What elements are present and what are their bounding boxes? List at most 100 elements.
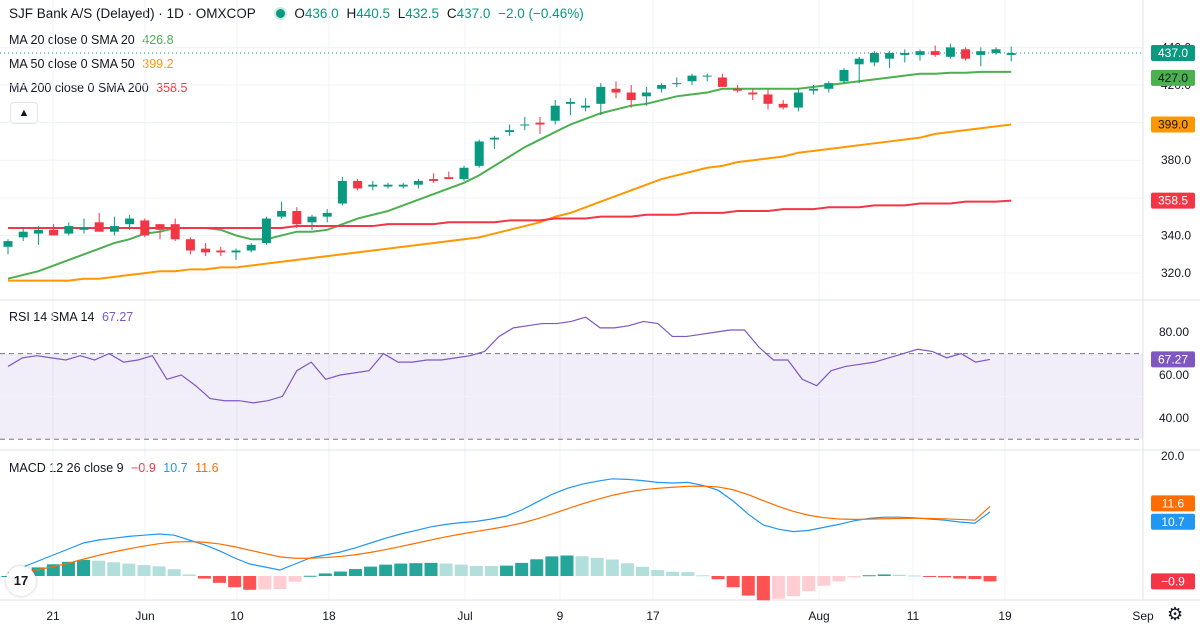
chevron-up-icon: ▲ bbox=[18, 107, 30, 119]
candle-body bbox=[231, 250, 241, 253]
rsi-legend[interactable]: RSI 14 SMA 14 67.27 bbox=[9, 310, 134, 324]
rsi-badge-label: 67.27 bbox=[1158, 352, 1188, 366]
price-badge-label: 399.0 bbox=[1158, 118, 1188, 132]
candle-body bbox=[459, 167, 469, 180]
macd-histogram-bar bbox=[46, 564, 60, 576]
candle-body bbox=[79, 227, 89, 230]
x-tick-label: 17 bbox=[646, 609, 660, 623]
ma200-value: 358.5 bbox=[156, 81, 188, 95]
price-badge-label: 427.0 bbox=[1158, 71, 1188, 85]
change-value: −2.0 (−0.46%) bbox=[498, 6, 584, 21]
macd-signal-line bbox=[7, 485, 991, 574]
candle-body bbox=[991, 49, 1001, 54]
symbol-title[interactable]: SJF Bank A/S (Delayed) · 1D · OMXCOP bbox=[9, 6, 256, 21]
candle-body bbox=[854, 58, 864, 65]
macd-histogram-bar bbox=[424, 562, 438, 576]
macd-histogram-bar bbox=[364, 566, 378, 576]
ma20-line bbox=[7, 70, 1012, 280]
candle-body bbox=[125, 218, 135, 225]
macd-histogram-bar bbox=[288, 576, 302, 582]
macd-histogram-bar bbox=[787, 576, 801, 597]
macd-histogram-bar bbox=[515, 562, 529, 576]
candle-body bbox=[565, 101, 575, 104]
macd-legend[interactable]: MACD 12 26 close 9 −0.9 10.7 11.6 bbox=[9, 461, 219, 475]
macd-histogram-bar bbox=[92, 560, 106, 576]
candle-body bbox=[140, 220, 150, 236]
price-tick-label: 320.0 bbox=[1161, 266, 1191, 280]
macd-histogram-bar bbox=[228, 576, 242, 588]
candle-body bbox=[292, 211, 302, 225]
macd-histogram-bar bbox=[137, 565, 151, 576]
price-badge bbox=[1151, 45, 1195, 62]
candle-body bbox=[930, 51, 940, 55]
candle-body bbox=[413, 180, 423, 185]
x-tick-label: Jun bbox=[135, 609, 154, 623]
ma50-line bbox=[8, 123, 1012, 282]
ma200-legend[interactable]: MA 200 close 0 SMA 200 358.5 bbox=[9, 81, 188, 95]
macd-histogram-bar bbox=[454, 564, 468, 576]
candle-body bbox=[368, 184, 378, 187]
market-status-icon bbox=[273, 6, 287, 20]
ma50-legend[interactable]: MA 50 close 0 SMA 50 399.2 bbox=[9, 57, 174, 71]
macd-histogram-bar bbox=[651, 570, 665, 576]
macd-histogram-bar bbox=[107, 562, 121, 576]
macd-value: 10.7 bbox=[163, 461, 188, 475]
candle-body bbox=[170, 224, 180, 240]
macd-histogram-bar bbox=[409, 563, 423, 576]
candle-body bbox=[824, 83, 834, 89]
macd-histogram-bar bbox=[681, 572, 695, 576]
macd-histogram-bar bbox=[77, 559, 91, 576]
macd-hist-value: −0.9 bbox=[131, 461, 156, 475]
macd-histogram-bar bbox=[968, 576, 982, 579]
tradingview-logo[interactable]: 17 bbox=[6, 566, 36, 596]
macd-histogram-bar bbox=[726, 576, 740, 588]
candle-body bbox=[520, 124, 530, 126]
rsi-tick-label: 40.00 bbox=[1159, 411, 1189, 425]
candle-body bbox=[596, 86, 606, 104]
candle-body bbox=[641, 92, 651, 97]
candle-body bbox=[900, 53, 910, 55]
macd-histogram-bar bbox=[394, 563, 408, 576]
candle-body bbox=[581, 105, 591, 108]
price-badge bbox=[1151, 116, 1195, 133]
candle-body bbox=[839, 69, 849, 82]
macd-histogram-bar bbox=[892, 574, 906, 576]
candle-body bbox=[185, 239, 195, 251]
macd-histogram-bar bbox=[469, 565, 483, 576]
macd-badge-label: 11.6 bbox=[1162, 496, 1185, 510]
ma200-line bbox=[8, 199, 1012, 229]
candle-body bbox=[201, 248, 211, 253]
macd-histogram-bar bbox=[530, 559, 544, 576]
candle-body bbox=[626, 92, 636, 101]
candle-body bbox=[261, 218, 271, 243]
macd-histogram-bar bbox=[500, 565, 514, 576]
macd-histogram-bar bbox=[983, 576, 997, 582]
macd-histogram-bar bbox=[590, 557, 604, 576]
macd-histogram-bar bbox=[711, 576, 725, 580]
candle-body bbox=[611, 88, 621, 93]
ma20-legend[interactable]: MA 20 close 0 SMA 20 426.8 bbox=[9, 33, 174, 47]
x-tick-label: Sep bbox=[1132, 609, 1154, 623]
macd-tick-label: 20.0 bbox=[1161, 449, 1185, 463]
macd-histogram-bar bbox=[696, 575, 710, 577]
gear-icon[interactable]: ⚙ bbox=[1167, 604, 1184, 624]
collapse-legend-button[interactable]: ▲ bbox=[10, 102, 38, 124]
macd-histogram-bar bbox=[802, 576, 816, 592]
candle-body bbox=[489, 137, 499, 140]
candle-body bbox=[869, 53, 879, 63]
macd-histogram-bar bbox=[243, 576, 257, 590]
candle-body bbox=[322, 212, 332, 217]
macd-signal-value: 11.6 bbox=[195, 461, 219, 475]
price-badge-label: 358.5 bbox=[1158, 194, 1188, 208]
candle-body bbox=[246, 244, 256, 251]
macd-histogram-bar bbox=[877, 574, 891, 576]
macd-histogram-bar bbox=[560, 555, 574, 576]
macd-histogram-bar bbox=[666, 571, 680, 576]
macd-histogram-bar bbox=[273, 576, 287, 590]
candle-body bbox=[18, 231, 28, 238]
candle-body bbox=[535, 122, 545, 125]
macd-histogram-bar bbox=[348, 569, 362, 576]
candle-body bbox=[961, 49, 971, 59]
candle-body bbox=[778, 103, 788, 108]
